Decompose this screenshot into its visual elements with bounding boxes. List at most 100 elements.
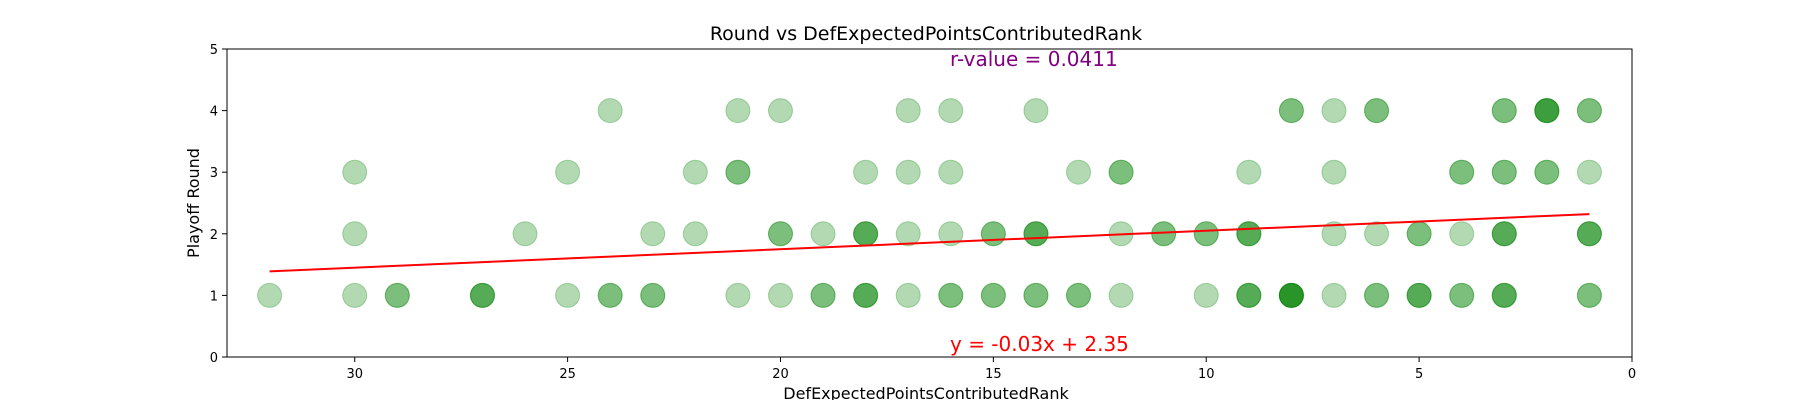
data-point [1576,221,1602,247]
data-point [1576,282,1602,308]
data-point [682,221,708,247]
data-point [555,282,581,308]
data-point [1534,159,1560,185]
data-point [1364,282,1390,308]
data-point [895,159,921,185]
data-point [597,282,623,308]
data-point [1491,221,1517,247]
regression-equation-annotation: y = -0.03x + 2.35 [950,332,1129,356]
data-point [1278,282,1304,308]
data-point [1108,159,1134,185]
data-point [853,282,879,308]
data-point [1449,282,1475,308]
data-point [1066,282,1092,308]
regression-layer [269,213,1590,273]
data-point [1491,282,1517,308]
data-point [1023,221,1049,247]
data-point [1108,159,1134,185]
data-point [1491,159,1517,185]
y-tick-label: 4 [210,105,218,120]
data-point [1534,98,1560,124]
data-point [767,282,793,308]
data-point [1491,221,1517,247]
data-point [938,282,964,308]
data-point [640,282,666,308]
data-point [1023,282,1049,308]
data-point [938,282,964,308]
data-point [640,282,666,308]
regression-line [269,213,1590,273]
data-point [1491,98,1517,124]
data-point [342,221,368,247]
data-point [1278,98,1304,124]
data-point [384,282,410,308]
data-point [1364,98,1390,124]
x-tick-label: 5 [1415,367,1423,382]
data-point [1449,282,1475,308]
points-layer [257,98,1602,308]
data-point [1278,98,1304,124]
data-point [1364,98,1390,124]
data-point [1364,282,1390,308]
data-point [1236,282,1262,308]
data-point [640,221,666,247]
data-point [1066,282,1092,308]
data-point [1236,282,1262,308]
data-point [1534,98,1560,124]
data-point [1576,282,1602,308]
data-point [980,282,1006,308]
data-point [555,159,581,185]
data-point [1534,98,1560,124]
data-point [1491,159,1517,185]
data-point [512,221,538,247]
data-point [1066,159,1092,185]
data-point [767,221,793,247]
data-point [1023,98,1049,124]
data-point [853,282,879,308]
data-point [1406,221,1432,247]
data-point [1449,159,1475,185]
data-point [725,282,751,308]
data-point [1576,98,1602,124]
data-point [1491,98,1517,124]
data-point [767,98,793,124]
data-point [469,282,495,308]
data-point [1321,282,1347,308]
y-tick-label: 1 [210,289,218,304]
data-point [938,159,964,185]
data-point [682,159,708,185]
data-point [1023,221,1049,247]
data-point [257,282,283,308]
data-point [469,282,495,308]
data-point [853,159,879,185]
y-tick-label: 2 [210,228,218,243]
data-point [1576,221,1602,247]
data-point [1278,282,1304,308]
data-point [597,282,623,308]
x-tick-label: 20 [772,367,789,382]
data-point [895,98,921,124]
data-point [1576,159,1602,185]
data-point [853,282,879,308]
data-point [1321,98,1347,124]
data-point [1321,221,1347,247]
data-point [1023,282,1049,308]
data-point [1406,282,1432,308]
data-point [1193,221,1219,247]
y-tick-label: 3 [210,166,218,181]
data-point [725,159,751,185]
data-point [1236,159,1262,185]
data-point [1278,282,1304,308]
data-point [725,98,751,124]
data-point [1278,282,1304,308]
data-point [1278,282,1304,308]
data-point [938,221,964,247]
x-tick-label: 0 [1628,367,1636,382]
data-point [1491,282,1517,308]
x-axis-ticks: 30 25 20 15 10 5 0 [346,357,1636,382]
data-point [1236,221,1262,247]
data-point [895,282,921,308]
data-point [980,221,1006,247]
data-point [597,98,623,124]
